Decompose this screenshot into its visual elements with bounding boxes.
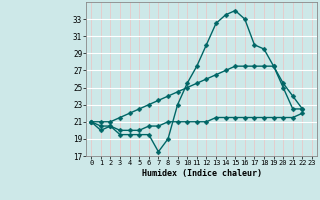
X-axis label: Humidex (Indice chaleur): Humidex (Indice chaleur): [142, 169, 262, 178]
